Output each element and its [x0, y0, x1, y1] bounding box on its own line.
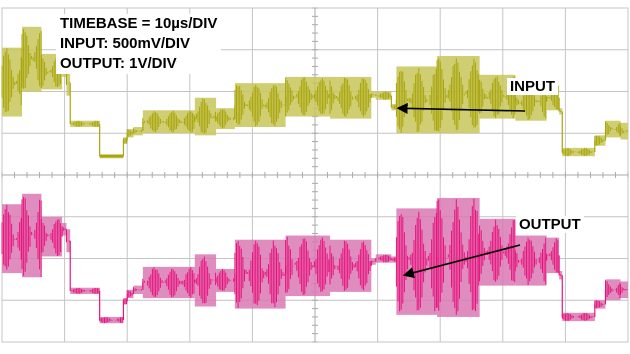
output-scale-setting: OUTPUT: 1V/DIV — [60, 55, 177, 72]
output-annotation-label: OUTPUT — [516, 216, 584, 233]
output-burst-segment — [215, 269, 235, 291]
input-scale-setting: INPUT: 500mV/DIV — [60, 35, 191, 52]
output-trace — [1, 193, 628, 324]
input-burst-segment — [605, 121, 621, 136]
annotation-arrows — [396, 102, 526, 279]
input-burst-segment — [133, 128, 142, 134]
input-envelope-segment — [391, 104, 397, 111]
output-burst-segment — [234, 240, 285, 308]
output-envelope-segment — [391, 256, 397, 263]
input-trace — [1, 26, 628, 159]
output-envelope-segment — [605, 279, 621, 301]
output-arrow — [402, 244, 521, 279]
output-burst-segment — [375, 254, 391, 263]
timebase-setting: TIMEBASE = 10µs/DIV — [60, 15, 218, 32]
input-envelope-segment — [371, 91, 376, 98]
output-burst-segment — [395, 211, 437, 312]
input-envelope-segment — [605, 120, 621, 138]
output-envelope-segment — [66, 229, 71, 253]
scope-settings: TIMEBASE = 10µs/DIV INPUT: 500mV/DIV OUT… — [56, 14, 222, 74]
output-burst-segment — [390, 257, 397, 263]
input-burst-segment — [142, 110, 195, 133]
output-burst-segment — [1, 204, 22, 270]
output-envelope-segment — [594, 300, 606, 309]
input-annotation-label: INPUT — [507, 78, 558, 95]
input-burst-segment — [234, 84, 285, 127]
input-envelope-segment — [594, 135, 606, 146]
output-burst-segment — [546, 238, 559, 273]
output-envelope-segment — [620, 281, 628, 299]
input-burst-segment — [1, 48, 22, 113]
input-envelope-segment — [133, 126, 143, 136]
input-burst-segment — [594, 135, 605, 146]
output-envelope-segment — [371, 258, 376, 265]
output-envelope-segment — [62, 223, 67, 236]
output-burst-segment — [514, 237, 547, 285]
output-burst-segment — [21, 196, 42, 277]
output-envelope-segment — [99, 316, 124, 324]
output-burst-segment — [620, 284, 628, 295]
output-burst-segment — [329, 240, 371, 291]
output-envelope-segment — [194, 254, 217, 307]
trace-layer — [1, 26, 628, 324]
input-arrow — [396, 102, 526, 115]
input-envelope-segment — [194, 97, 217, 136]
input-burst-segment — [390, 104, 397, 110]
output-envelope-segment — [133, 285, 143, 294]
input-envelope-segment — [620, 122, 628, 140]
output-burst-segment — [605, 280, 621, 299]
input-burst-segment — [558, 110, 562, 112]
